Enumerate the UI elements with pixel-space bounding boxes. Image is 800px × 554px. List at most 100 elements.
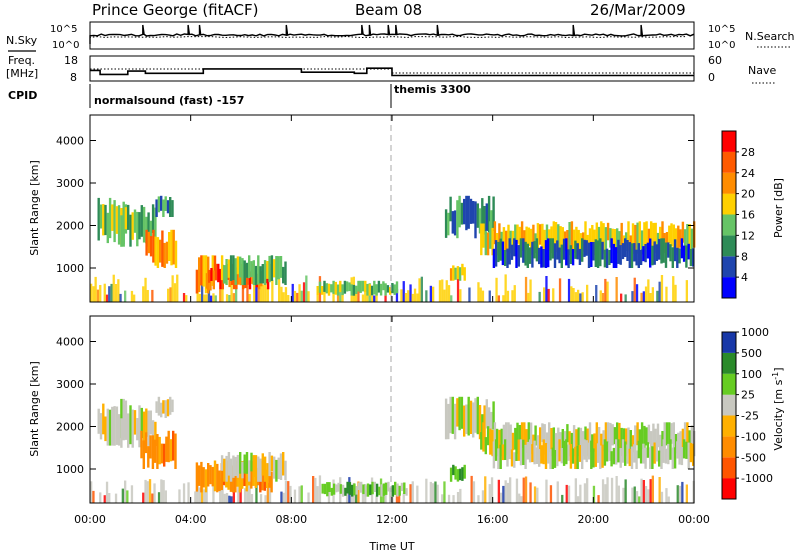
power-heatmap [90, 195, 696, 302]
scatter-cell [606, 222, 610, 241]
scatter-cell [683, 422, 687, 450]
scatter-cell [202, 467, 205, 488]
scatter-cell [178, 489, 181, 503]
cpid-row: CPID normalsound (fast) -157 themis 3300 [8, 83, 471, 108]
scatter-cell [532, 224, 535, 252]
freq-left-tick-top: 18 [64, 54, 78, 67]
scatter-cell [323, 283, 326, 302]
scatter-cell [393, 284, 396, 295]
scatter-cell [228, 495, 231, 503]
colorbar-segment [722, 151, 736, 173]
scatter-cell [220, 455, 224, 471]
scatter-cell [514, 224, 517, 252]
scatter-cell [526, 243, 529, 268]
scatter-cell [458, 195, 461, 228]
x-tick-label: 04:00 [175, 513, 207, 526]
scatter-cell [489, 428, 492, 455]
scatter-cell [114, 493, 118, 503]
colorbar-tick-label: 24 [741, 167, 755, 180]
scatter-cell [250, 460, 253, 489]
scatter-cell [353, 483, 356, 496]
scatter-cell [539, 224, 542, 245]
scatter-cell [547, 288, 550, 302]
scatter-cell [136, 418, 139, 441]
scatter-cell [548, 422, 551, 452]
scatter-cell [273, 456, 276, 479]
scatter-cell [508, 441, 511, 460]
scatter-cell [478, 405, 482, 440]
scatter-cell [400, 482, 404, 492]
scatter-cell [516, 422, 519, 454]
scatter-cell [545, 479, 548, 503]
scatter-cell [687, 243, 690, 260]
scatter-cell [606, 281, 609, 302]
scatter-cell [597, 427, 601, 457]
scatter-cell [653, 442, 656, 464]
scatter-cell [518, 493, 521, 503]
scatter-cell [631, 435, 635, 453]
scatter-cell [133, 294, 136, 302]
scatter-cell [482, 223, 485, 248]
scatter-cell [108, 286, 111, 302]
scatter-cell [458, 267, 462, 281]
scatter-cell [491, 430, 494, 457]
noise-left-label: N.Sky [6, 34, 38, 47]
scatter-cell [543, 229, 546, 249]
scatter-cell [517, 439, 520, 461]
scatter-cell [620, 222, 623, 246]
scatter-cell [636, 222, 639, 254]
scatter-cell [574, 478, 577, 503]
scatter-cell [635, 249, 638, 266]
scatter-cell [262, 284, 265, 302]
scatter-cell [124, 207, 128, 230]
scatter-cell [545, 432, 549, 453]
velocity-ylabel: Slant Range [km] [28, 361, 41, 457]
scatter-cell [223, 265, 226, 284]
scatter-cell [536, 487, 539, 503]
scatter-cell [234, 464, 237, 493]
scatter-cell [195, 269, 199, 294]
scatter-cell [504, 274, 507, 302]
scatter-cell [231, 465, 235, 493]
scatter-cell [232, 293, 235, 302]
scatter-cell [235, 276, 238, 302]
scatter-cell [465, 404, 468, 434]
scatter-cell [429, 285, 432, 302]
scatter-cell [527, 292, 530, 302]
scatter-cell [145, 229, 148, 256]
scatter-cell [198, 465, 201, 486]
scatter-cell [122, 405, 125, 441]
scatter-cell [246, 274, 249, 302]
scatter-cell [385, 482, 388, 495]
scatter-cell [280, 286, 283, 302]
y-tick-label: 2000 [56, 220, 84, 233]
scatter-cell [90, 283, 93, 302]
scatter-cell [127, 413, 130, 448]
scatter-cell [513, 238, 516, 257]
scatter-cell [429, 481, 432, 503]
scatter-cell [103, 495, 106, 503]
scatter-cell [637, 440, 640, 459]
scatter-cell [615, 247, 618, 268]
scatter-cell [638, 221, 641, 250]
scatter-cell [225, 493, 229, 503]
scatter-cell [263, 260, 267, 285]
scatter-cell [510, 449, 514, 467]
scatter-cell [223, 458, 226, 482]
scatter-cell [500, 428, 503, 457]
scatter-cell [599, 238, 602, 267]
scatter-cell [658, 477, 661, 503]
scatter-cell [558, 439, 561, 462]
scatter-cell [582, 431, 585, 457]
power-axis: 1000 2000 3000 4000 [56, 115, 695, 302]
scatter-cell [627, 427, 630, 454]
scatter-cell [467, 396, 470, 436]
scatter-cell [336, 284, 340, 296]
colorbar-tick-label: 28 [741, 146, 755, 159]
scatter-cell [571, 448, 575, 464]
scatter-cell [669, 439, 672, 460]
scatter-cell [312, 476, 315, 503]
scatter-cell [606, 477, 609, 503]
scatter-cell [485, 203, 488, 231]
scatter-cell [498, 429, 501, 457]
